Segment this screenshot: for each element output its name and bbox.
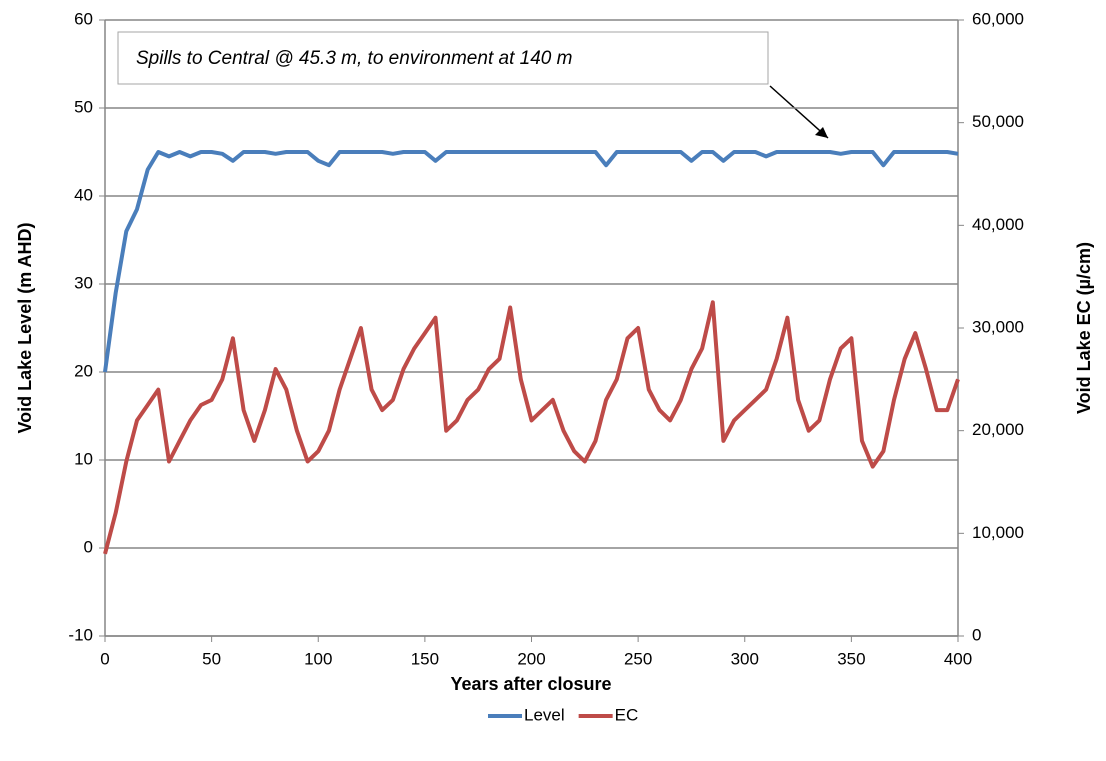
annotation-arrow	[769, 85, 829, 139]
line-series	[103, 300, 960, 555]
y-tick-label: 10	[74, 449, 93, 468]
y2-tick-label: 20,000	[972, 420, 1024, 439]
x-tick-label: 0	[100, 649, 109, 668]
y2-tick-label: 30,000	[972, 317, 1024, 336]
y-tick-label: 30	[74, 273, 93, 292]
x-tick-label: 200	[517, 649, 545, 668]
y-tick-label: 20	[74, 361, 93, 380]
y2-tick-label: 60,000	[972, 9, 1024, 28]
y2-tick-label: 0	[972, 625, 981, 644]
x-tick-label: 350	[837, 649, 865, 668]
y-tick-label: 40	[74, 185, 93, 204]
annotation-box	[117, 31, 769, 85]
legend-label: Level	[524, 705, 565, 724]
y2-tick-label: 50,000	[972, 112, 1024, 131]
y-tick-label: 60	[74, 9, 93, 28]
x-tick-label: 300	[731, 649, 759, 668]
arrow-head	[815, 127, 828, 138]
x-tick-label: 400	[944, 649, 972, 668]
x-tick-label: 150	[411, 649, 439, 668]
x-axis-title: Years after closure	[450, 674, 611, 694]
x-tick-label: 50	[202, 649, 221, 668]
y-tick-label: -10	[68, 625, 93, 644]
y2-tick-label: 10,000	[972, 523, 1024, 542]
y-tick-label: 0	[84, 537, 93, 556]
line-series	[103, 150, 959, 373]
annotation: Spills to Central @ 45.3 m, to environme…	[136, 48, 572, 69]
x-tick-label: 100	[304, 649, 332, 668]
y-axis-title: Void Lake Level (m AHD)	[15, 222, 35, 433]
y2-tick-label: 40,000	[972, 215, 1024, 234]
y2-axis-title: Void Lake EC (µ/cm)	[1074, 242, 1094, 414]
legend-label: EC	[615, 705, 639, 724]
x-tick-label: 250	[624, 649, 652, 668]
y-tick-label: 50	[74, 97, 93, 116]
